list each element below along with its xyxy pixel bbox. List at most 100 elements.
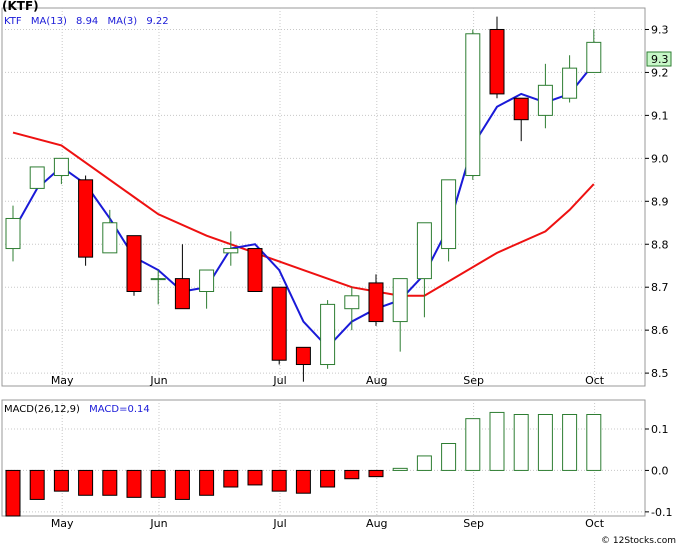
macd-bar-positive — [416, 455, 432, 471]
price-ytick-label: 9.2 — [651, 66, 669, 79]
macd-bar-negative — [320, 469, 336, 488]
candle — [199, 269, 215, 309]
candle — [586, 29, 602, 73]
legend-ma13-value: 8.94 — [76, 16, 98, 27]
price-xtick-label: Oct — [585, 374, 605, 387]
candle — [441, 179, 457, 262]
candle-body-up — [5, 217, 21, 250]
candle-body-down — [126, 235, 142, 292]
macd-xtick-label: Oct — [585, 517, 605, 530]
macd-xtick-label: Jul — [272, 517, 286, 530]
macd-y-axis: -0.1 0.0 0.1 — [645, 423, 672, 519]
macd-ytick-label: 0.1 — [651, 423, 669, 436]
price-ytick-label: 8.6 — [651, 324, 669, 337]
chart-title: (KTF) — [2, 0, 39, 13]
price-ytick-label: 8.7 — [651, 281, 669, 294]
legend-ma3-label: MA(3) — [107, 16, 137, 27]
candle-body-down — [247, 248, 263, 292]
macd-bar-positive — [586, 414, 602, 471]
macd-ytick-label: 0.0 — [651, 464, 669, 477]
last-price-box — [646, 51, 672, 67]
price-ytick-label: 9.3 — [651, 23, 669, 36]
candle — [416, 222, 432, 318]
candle — [513, 97, 529, 142]
price-ytick-label: 8.9 — [651, 195, 669, 208]
candle — [126, 235, 142, 296]
candle-body-up — [537, 84, 553, 116]
candle — [223, 231, 239, 266]
macd-bar-negative — [150, 469, 166, 498]
macd-bar-positive — [489, 411, 505, 471]
candle-body-down — [368, 282, 384, 323]
price-panel-frame — [1, 7, 646, 387]
macd-xtick-label: Aug — [366, 517, 387, 530]
candles — [5, 16, 602, 382]
last-price-badge: 9.3 — [646, 51, 672, 67]
candle — [344, 287, 360, 331]
macd-bar-positive — [392, 467, 408, 471]
candle — [150, 270, 166, 305]
legend-ma3-value: 9.22 — [146, 16, 168, 27]
candle-body-down — [513, 97, 529, 121]
candle-body-up — [53, 157, 69, 177]
candle — [320, 300, 336, 369]
candle-body-up — [102, 222, 118, 254]
candle — [489, 16, 505, 99]
candle-body-down — [271, 286, 287, 361]
candle-body-up — [416, 222, 432, 280]
candle-body-up — [465, 33, 481, 177]
candle-body-up — [320, 303, 336, 366]
macd-bar-negative — [295, 469, 311, 494]
candle-body-up — [586, 41, 602, 73]
price-ytick-label: 8.8 — [651, 238, 669, 251]
ma13-polyline — [12, 131, 595, 297]
macd-bar-negative — [199, 469, 215, 496]
ma13-line — [12, 131, 595, 297]
price-xtick-label: May — [51, 374, 74, 387]
price-ytick-label: 9.1 — [651, 109, 669, 122]
candle-body-up — [199, 269, 215, 293]
macd-legend-label: MACD(26,12,9) — [4, 404, 80, 415]
macd-bar-negative — [126, 469, 142, 498]
macd-bar-negative — [223, 469, 239, 488]
macd-panel-frame — [1, 399, 646, 517]
macd-bar-negative — [78, 469, 94, 496]
macd-bar-positive — [441, 443, 457, 471]
candle — [392, 278, 408, 352]
price-legend: KTF MA(13) 8.94 MA(3) 9.22 — [4, 16, 169, 27]
macd-xtick-label: May — [51, 517, 74, 530]
candle — [29, 166, 45, 189]
legend-ma13-label: MA(13) — [31, 16, 67, 27]
macd-bar-positive — [537, 414, 553, 471]
candle-body-up — [562, 67, 578, 99]
macd-bar-negative — [102, 469, 118, 496]
macd-ytick-label: -0.1 — [651, 506, 672, 519]
macd-bar-negative — [174, 469, 190, 500]
macd-bar-negative — [29, 469, 45, 500]
macd-bar-positive — [513, 414, 529, 471]
candle — [465, 29, 481, 180]
price-xtick-label: Aug — [366, 374, 387, 387]
candle — [295, 346, 311, 382]
macd-bar-negative — [247, 469, 263, 486]
footer-credit: © 12Stocks.com — [601, 536, 676, 546]
candle-body-down — [78, 179, 94, 258]
macd-xtick-label: Sep — [463, 517, 484, 530]
candle-body-down — [489, 28, 505, 95]
macd-xtick-label: Jun — [149, 517, 167, 530]
candle-body-up — [441, 179, 457, 250]
candle-body-up — [29, 166, 45, 189]
candle — [53, 157, 69, 185]
price-xtick-label: Jun — [149, 374, 167, 387]
macd-legend-value: MACD=0.14 — [89, 404, 150, 415]
last-price-label: 9.3 — [651, 53, 669, 66]
macd-bar-negative — [368, 469, 384, 478]
candle-body-down — [295, 346, 311, 366]
price-xtick-label: Jul — [272, 374, 286, 387]
macd-bar-negative — [344, 469, 360, 480]
macd-bar-negative — [53, 469, 69, 492]
candle-body-up — [150, 278, 166, 281]
macd-bar-negative — [271, 469, 287, 492]
candle — [78, 175, 94, 266]
